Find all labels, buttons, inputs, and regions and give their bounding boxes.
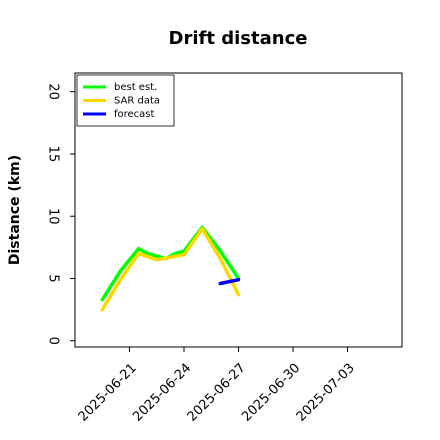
x-tick-label: 2025-07-03 — [294, 361, 358, 425]
y-tick-label: 10 — [46, 208, 61, 225]
y-axis-ticks: 0 5 10 15 20 — [46, 83, 75, 345]
y-tick-label: 20 — [46, 83, 61, 100]
chart-title: Drift distance — [169, 28, 308, 49]
plot-lines — [100, 225, 241, 312]
legend-label-best-est: best est. — [114, 82, 157, 93]
y-axis-label: Distance (km) — [7, 155, 23, 265]
legend-label-forecast: forecast — [114, 109, 155, 120]
y-tick-label: 15 — [46, 146, 61, 163]
legend-label-sar-data: SAR data — [114, 96, 160, 107]
series-line-sar-data — [100, 226, 241, 312]
y-tick-label: 5 — [46, 274, 61, 282]
x-axis-ticks: 2025-06-212025-06-242025-06-272025-06-30… — [76, 347, 358, 425]
series-line-best-est — [100, 225, 241, 302]
series-line-forecast — [218, 277, 241, 286]
y-tick-label: 0 — [46, 337, 61, 345]
legend: best est. SAR data forecast — [76, 74, 175, 127]
